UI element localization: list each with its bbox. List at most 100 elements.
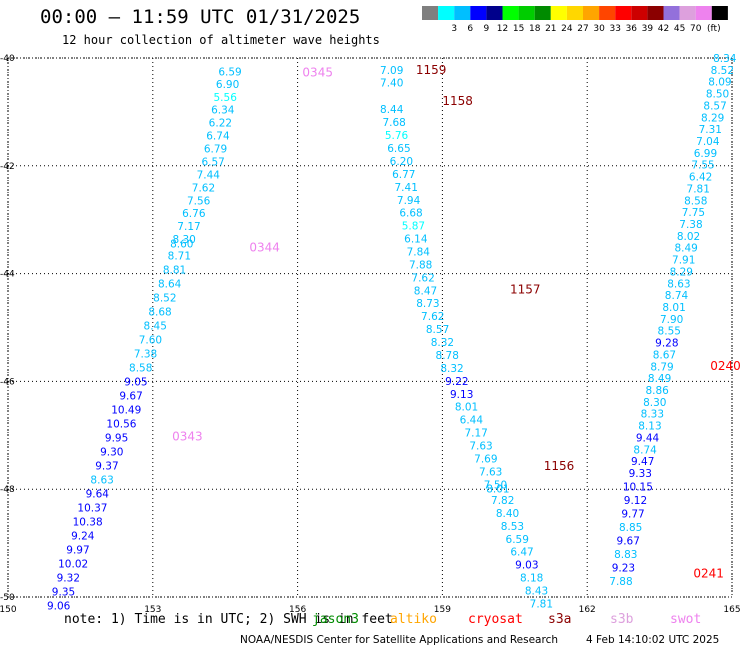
wave-height-value: 10.56 bbox=[106, 418, 136, 430]
wave-height-value: 6.47 bbox=[510, 547, 533, 559]
wave-height-value: 8.09 bbox=[708, 77, 731, 89]
longitude-tick-label: 162 bbox=[579, 605, 596, 612]
latitude-tick-label: -42 bbox=[0, 162, 15, 172]
legend-swatch bbox=[663, 6, 680, 20]
legend-label: 30 bbox=[593, 24, 605, 34]
legend-swatch bbox=[422, 6, 439, 20]
wave-height-value: 7.50 bbox=[484, 479, 507, 491]
wave-height-value: 8.57 bbox=[426, 324, 449, 336]
wave-height-value: 9.23 bbox=[612, 562, 635, 574]
wave-height-value: 9.67 bbox=[617, 535, 640, 547]
map-subtitle: 12 hour collection of altimeter wave hei… bbox=[62, 33, 380, 47]
wave-height-value: 8.73 bbox=[416, 298, 439, 310]
satellite-name-cryosat: cryosat bbox=[468, 612, 523, 627]
longitude-tick-label: 159 bbox=[434, 605, 451, 612]
legend-label: 24 bbox=[561, 24, 573, 34]
wave-height-value: 7.91 bbox=[672, 255, 695, 267]
legend-swatch bbox=[599, 6, 616, 20]
wave-height-value: 8.53 bbox=[501, 521, 524, 533]
wave-height-value: 8.63 bbox=[667, 278, 690, 290]
wave-height-value: 8.52 bbox=[153, 292, 176, 304]
wave-height-value: 6.34 bbox=[211, 105, 235, 117]
wave-height-value: 8.78 bbox=[436, 350, 459, 362]
legend-label: 21 bbox=[545, 24, 556, 34]
wave-height-value: 8.30 bbox=[172, 234, 195, 246]
legend-label: 70 bbox=[690, 24, 702, 34]
wave-height-value: 7.55 bbox=[691, 160, 714, 172]
pass-time-label: 0241 bbox=[693, 567, 724, 581]
legend-swatch bbox=[438, 6, 455, 20]
wave-height-value: 7.41 bbox=[395, 182, 418, 194]
wave-height-value: 8.47 bbox=[414, 285, 437, 297]
wave-height-value: 7.17 bbox=[177, 221, 200, 233]
pass-time-label: 0343 bbox=[172, 429, 203, 443]
wave-height-value: 9.37 bbox=[95, 460, 118, 472]
wave-height-value: 7.69 bbox=[474, 453, 497, 465]
longitude-tick-label: 153 bbox=[144, 605, 161, 612]
satellite-name-swot: swot bbox=[670, 612, 702, 627]
wave-height-value: 7.62 bbox=[192, 182, 215, 194]
pass-time-label: 0345 bbox=[302, 65, 333, 79]
wave-height-value: 9.67 bbox=[119, 390, 142, 402]
wave-height-value: 8.50 bbox=[706, 89, 729, 101]
wave-height-value: 9.47 bbox=[631, 456, 654, 468]
wave-height-value: 7.63 bbox=[469, 441, 492, 453]
pass-time-label: 1158 bbox=[442, 94, 473, 108]
wave-height-value: 9.64 bbox=[86, 489, 110, 501]
legend-label: 6 bbox=[467, 24, 473, 34]
wave-height-value: 8.29 bbox=[670, 266, 693, 278]
wave-height-value: 9.03 bbox=[515, 560, 538, 572]
wave-height-value: 8.79 bbox=[650, 361, 673, 373]
wave-height-value: 7.90 bbox=[660, 314, 683, 326]
wave-height-value: 6.65 bbox=[387, 143, 410, 155]
wave-height-value: 8.32 bbox=[431, 337, 454, 349]
wave-height-value: 6.14 bbox=[404, 234, 428, 246]
legend-swatch bbox=[615, 6, 632, 20]
wave-height-value: 9.30 bbox=[100, 446, 123, 458]
latitude-tick-label: -50 bbox=[0, 593, 15, 603]
wave-height-value: 7.62 bbox=[411, 272, 434, 284]
legend-label: 36 bbox=[626, 24, 638, 34]
pass-time-label: 1156 bbox=[544, 459, 575, 473]
wave-height-value: 7.84 bbox=[407, 247, 431, 259]
legend-swatch bbox=[534, 6, 551, 20]
wave-height-value: 8.58 bbox=[129, 362, 152, 374]
wave-height-value: 6.90 bbox=[216, 79, 239, 91]
legend-swatch bbox=[454, 6, 471, 20]
wave-height-value: 6.22 bbox=[209, 118, 232, 130]
wave-height-value: 9.32 bbox=[57, 573, 80, 585]
legend-label: 27 bbox=[577, 24, 588, 34]
wave-height-value: 6.77 bbox=[392, 169, 415, 181]
wave-height-value: 5.87 bbox=[402, 221, 425, 233]
legend-swatch bbox=[679, 6, 696, 20]
legend-label: 45 bbox=[674, 24, 685, 34]
wave-height-value: 8.49 bbox=[674, 243, 697, 255]
wave-height-value: 7.17 bbox=[464, 428, 487, 440]
wave-height-value: 8.13 bbox=[638, 421, 661, 433]
map-title: 00:00 – 11:59 UTC 01/31/2025 bbox=[40, 6, 361, 28]
wave-height-value: 7.63 bbox=[479, 466, 502, 478]
pass-time-label: 0344 bbox=[249, 241, 280, 255]
wave-height-value: 8.45 bbox=[144, 320, 167, 332]
wave-height-value: 7.56 bbox=[187, 195, 211, 207]
wave-height-value: 8.57 bbox=[703, 100, 726, 112]
wave-height-value: 8.01 bbox=[662, 302, 685, 314]
wave-height-value: 7.04 bbox=[696, 136, 720, 148]
legend-swatch bbox=[518, 6, 535, 20]
wave-height-value: 7.40 bbox=[380, 77, 403, 89]
wave-height-value: 9.12 bbox=[624, 495, 647, 507]
wave-height-value: 8.01 bbox=[486, 484, 509, 496]
wave-height-value: 8.74 bbox=[633, 444, 657, 456]
legend-label: 18 bbox=[529, 24, 541, 34]
wave-height-value: 8.44 bbox=[380, 104, 404, 116]
plot-frame bbox=[7, 57, 733, 598]
pass-time-label: 0240 bbox=[710, 359, 740, 373]
wave-height-value: 7.81 bbox=[687, 183, 710, 195]
satellite-name-s3a: s3a bbox=[548, 612, 572, 627]
legend-swatch bbox=[631, 6, 648, 20]
wave-height-value: 9.77 bbox=[621, 508, 644, 520]
wave-height-value: 5.76 bbox=[385, 130, 409, 142]
wave-height-value: 7.44 bbox=[197, 169, 221, 181]
wave-height-value: 8.83 bbox=[614, 549, 637, 561]
generated-timestamp: 4 Feb 14:10:02 UTC 2025 bbox=[586, 634, 720, 646]
